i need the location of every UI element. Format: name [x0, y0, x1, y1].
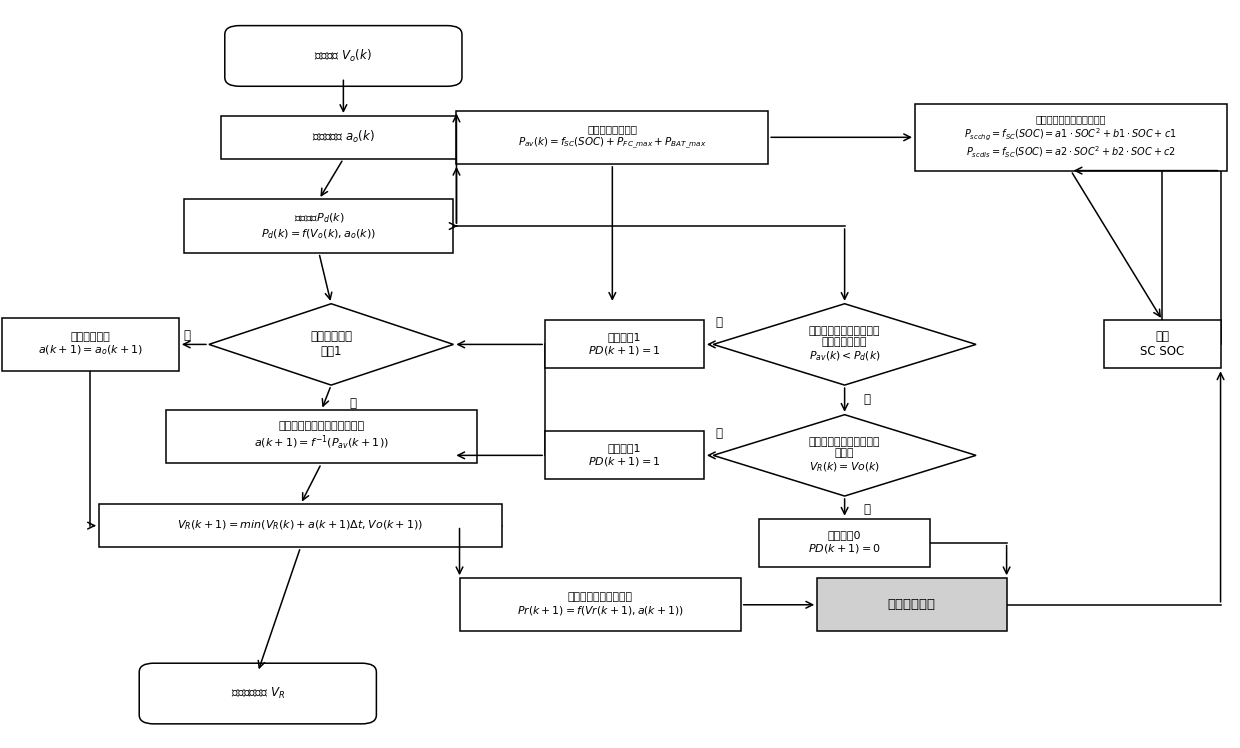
- Text: 动力系统可用功率反推加速度
$a(k+1)=f^{-1}(P_{av}(k+1))$: 动力系统可用功率反推加速度 $a(k+1)=f^{-1}(P_{av}(k+1)…: [254, 421, 389, 453]
- Bar: [460, 578, 740, 631]
- Text: 是: 是: [863, 503, 870, 516]
- FancyBboxPatch shape: [139, 663, 377, 724]
- Text: 超级电容系统最大可用功率
$P_{scchg}=f_{SC}(SOC)=a1\cdot SOC^2+b1\cdot SOC+c1$
$P_{scdis}=f_{: 超级电容系统最大可用功率 $P_{scchg}=f_{SC}(SOC)=a1\c…: [965, 114, 1177, 160]
- Text: 否: 否: [184, 329, 191, 342]
- Text: 初始加速度 $a_o(k)$: 初始加速度 $a_o(k)$: [312, 129, 374, 145]
- Bar: [817, 578, 1007, 631]
- Bar: [546, 320, 704, 369]
- Bar: [1105, 320, 1220, 369]
- Text: 标志位为1
$PD(k+1)=1$: 标志位为1 $PD(k+1)=1$: [588, 443, 661, 468]
- Text: 标志位为1
$PD(k+1)=1$: 标志位为1 $PD(k+1)=1$: [588, 332, 661, 357]
- Text: 初始速度 $V_o(k)$: 初始速度 $V_o(k)$: [315, 48, 372, 64]
- Text: 下一时刻实际需求功率
$Pr(k+1)=f(Vr(k+1), a(k+1))$: 下一时刻实际需求功率 $Pr(k+1)=f(Vr(k+1), a(k+1))$: [517, 592, 683, 617]
- Text: 需求功率$P_d(k)$
$P_d(k)=f(V_o(k),a_o(k))$: 需求功率$P_d(k)$ $P_d(k)=f(V_o(k),a_o(k))$: [262, 212, 377, 241]
- Text: 判断实际速度是否等于初
始速度
$V_R(k)=Vo(k)$: 判断实际速度是否等于初 始速度 $V_R(k)=Vo(k)$: [808, 437, 880, 474]
- Text: 否: 否: [715, 426, 723, 440]
- Text: 系统最大可用功率
$P_{av}(k)=f_{SC}(SOC)+P_{FC\_max}+P_{BAT\_max}$: 系统最大可用功率 $P_{av}(k)=f_{SC}(SOC)+P_{FC\_m…: [518, 123, 707, 151]
- Text: 判断标志位是
否为1: 判断标志位是 否为1: [310, 331, 352, 358]
- Text: 否: 否: [863, 393, 870, 406]
- FancyBboxPatch shape: [224, 25, 463, 86]
- Text: $V_R(k+1)=min(V_R(k)+a(k+1)\Delta t,Vo(k+1))$: $V_R(k+1)=min(V_R(k)+a(k+1)\Delta t,Vo(k…: [177, 519, 424, 533]
- Bar: [221, 116, 466, 159]
- Bar: [99, 504, 502, 547]
- Text: 判断系统可用功率是否小
于实际需求功率
$P_{av}(k)<P_d(k)$: 判断系统可用功率是否小 于实际需求功率 $P_{av}(k)<P_d(k)$: [808, 326, 880, 363]
- Text: 是: 是: [715, 316, 723, 328]
- Bar: [165, 410, 477, 464]
- Bar: [546, 432, 704, 479]
- Bar: [456, 111, 769, 164]
- Text: 标志位为0
$PD(k+1)=0$: 标志位为0 $PD(k+1)=0$: [808, 530, 882, 555]
- Bar: [915, 104, 1226, 171]
- Polygon shape: [713, 414, 976, 496]
- Text: 是: 是: [350, 397, 357, 410]
- Text: 更新
SC SOC: 更新 SC SOC: [1141, 331, 1184, 358]
- Polygon shape: [713, 304, 976, 385]
- Bar: [759, 518, 930, 567]
- Bar: [185, 200, 454, 253]
- Polygon shape: [208, 304, 454, 385]
- Bar: [1, 318, 179, 371]
- Text: 不调整加速度
$a(k+1)=a_o(k+1)$: 不调整加速度 $a(k+1)=a_o(k+1)$: [37, 331, 143, 358]
- Text: 调整后的速度 $V_R$: 调整后的速度 $V_R$: [231, 686, 285, 701]
- Text: 能量管理系统: 能量管理系统: [888, 598, 936, 611]
